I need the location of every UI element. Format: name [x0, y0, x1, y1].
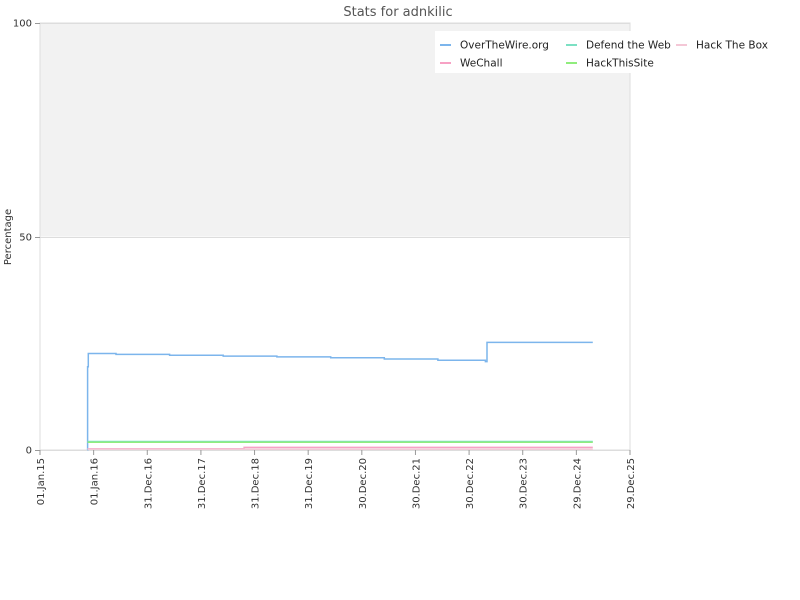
x-axis: 01.Jan.15 01.Jan.16 31.Dec.16 31.Dec.17 31.D…	[36, 450, 637, 509]
x-tick-label: 30.Dec.22	[465, 458, 476, 509]
x-tick-label: 01.Jan.16	[90, 458, 101, 505]
y-tick-label: 50	[19, 233, 32, 244]
legend: OverTheWire.org WeChall Defend the Web Hack…	[435, 31, 790, 73]
x-tick-label: 30.Dec.23	[519, 458, 530, 509]
y-tick-label: 0	[26, 446, 32, 457]
x-tick-label: 29.Dec.24	[572, 458, 583, 509]
legend-item: OverTheWire.org	[460, 40, 549, 52]
x-tick-label: 31.Dec.19	[304, 458, 315, 509]
x-tick-label: 31.Dec.18	[251, 458, 262, 509]
x-tick-label: 31.Dec.17	[197, 458, 208, 509]
y-axis-label: Percentage	[3, 209, 14, 265]
y-axis: 0 50 100	[13, 19, 40, 457]
x-tick-label: 30.Dec.21	[411, 458, 422, 509]
x-tick-label: 29.Dec.25	[626, 458, 637, 509]
grid	[40, 23, 630, 451]
series-line	[86, 341, 593, 451]
legend-item: WeChall	[460, 58, 502, 70]
legend-item: Hack The Box	[696, 40, 768, 52]
legend-background	[435, 31, 790, 73]
x-tick-label: 31.Dec.16	[143, 458, 154, 509]
legend-item: Defend the Web	[586, 40, 671, 52]
series-group	[86, 341, 593, 451]
x-tick-label: 01.Jan.15	[36, 458, 47, 505]
chart-title: Stats for adnkilic	[343, 5, 452, 20]
x-tick-label: 30.Dec.20	[358, 458, 369, 509]
y-tick-label: 100	[13, 19, 32, 30]
legend-item: HackThisSite	[586, 58, 654, 70]
